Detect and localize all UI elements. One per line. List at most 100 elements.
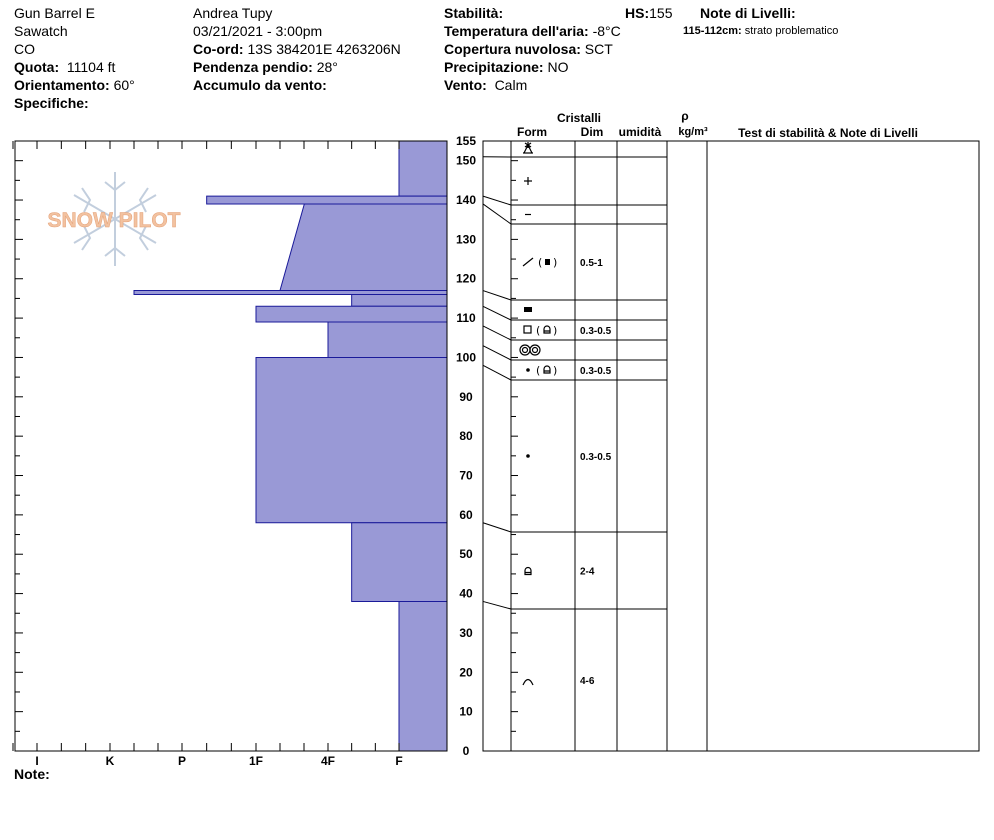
hardness-plot-frame: I K P 1F 4F F	[12, 140, 448, 768]
observer: Andrea Tupy	[193, 5, 273, 21]
crystal-form-9	[524, 566, 532, 576]
hardness-layer-1	[206, 195, 448, 205]
y-tick-label-120: 120	[456, 272, 476, 286]
range-name: Sawatch	[14, 23, 68, 39]
grain-size-7: 0.3-0.5	[580, 366, 612, 377]
size-header: Dim	[581, 125, 604, 139]
layer-connector-7	[482, 345, 512, 361]
wind-loading: Accumulo da vento:	[193, 77, 327, 93]
form-header: Form	[517, 125, 547, 139]
wind: Vento: Calm	[444, 77, 528, 93]
hardness-label-1F: 1F	[249, 754, 263, 768]
crystal-form-10	[522, 678, 534, 686]
moisture-header: umidità	[619, 125, 662, 139]
y-tick-label-80: 80	[459, 429, 473, 443]
grain-size-8: 0.3-0.5	[580, 452, 612, 463]
grain-size-5: 0.3-0.5	[580, 326, 612, 337]
specifics: Specifiche:	[14, 95, 89, 111]
svg-text:): )	[553, 324, 557, 337]
y-tick-label-90: 90	[459, 390, 473, 404]
table-border	[482, 140, 980, 752]
svg-text:): )	[553, 256, 557, 269]
hardness-layer-8	[351, 522, 448, 602]
crystal-table-frame: 0 10 20 30 40 50 60 70 80 90 100 110 120 130 140 150 155…	[456, 134, 980, 758]
y-tick-label-0: 0	[463, 744, 470, 758]
crystal-symbols: ()()()	[519, 142, 557, 686]
y-tick-label-10: 10	[459, 705, 473, 719]
hardness-layer-4	[351, 293, 448, 307]
hardness-layer-9	[398, 600, 448, 752]
svg-text:(: (	[536, 324, 540, 337]
svg-text:): )	[553, 364, 557, 377]
hardness-layer-2	[279, 203, 448, 292]
layer-connector-9	[482, 522, 512, 533]
y-tick-label-30: 30	[459, 626, 473, 640]
hardness-layer-7	[255, 356, 448, 524]
coordinates: Co-ord: 13S 384201E 4263206N	[193, 41, 401, 57]
slope: Pendenza pendio: 28°	[193, 59, 338, 75]
grain-size-9: 2-4	[580, 567, 595, 578]
crystal-form-3: ()	[522, 256, 557, 269]
y-tick-label-40: 40	[459, 587, 473, 601]
layer-connector-6	[482, 325, 512, 341]
crystal-form-7: ()	[526, 364, 557, 377]
svg-text:(: (	[536, 364, 540, 377]
air-temperature: Temperatura dell'aria: -8°C	[444, 23, 621, 39]
crystal-form-8	[526, 454, 530, 458]
notes-label: Note:	[14, 766, 50, 782]
snow-height: HS:155	[625, 5, 673, 21]
layer-connector-10	[482, 600, 512, 610]
y-tick-label-100: 100	[456, 350, 476, 364]
y-tick-label-60: 60	[459, 508, 473, 522]
y-tick-label-20: 20	[459, 665, 473, 679]
svg-text:(: (	[538, 256, 542, 269]
density-header: kg/m³	[678, 126, 708, 138]
snowpilot-watermark: SNOW PILOT	[47, 172, 181, 266]
crystal-form-6	[519, 344, 541, 356]
layer-connector-4	[482, 290, 512, 301]
crystal-form-4	[524, 307, 532, 312]
layer-connector-3	[482, 203, 512, 225]
state-name: CO	[14, 41, 35, 57]
rho-header: ρ	[681, 109, 688, 123]
hardness-label-P: P	[178, 754, 186, 768]
hardness-label-I: I	[35, 754, 38, 768]
y-tick-label-140: 140	[456, 193, 476, 207]
hardness-label-F: F	[395, 754, 402, 768]
cloud-cover: Copertura nuvolosa: SCT	[444, 41, 613, 57]
layer-connector-2	[482, 195, 512, 206]
y-tick-label-50: 50	[459, 547, 473, 561]
y-tick-label-130: 130	[456, 232, 476, 246]
layer-note: 115-112cm: strato problematico	[683, 25, 839, 37]
snowflake-icon	[73, 172, 157, 266]
hardness-label-K: K	[106, 754, 115, 768]
stability-notes-header: Test di stabilità & Note di Livelli	[738, 126, 918, 140]
hardness-layer-0	[398, 140, 448, 197]
precipitation: Precipitazione: NO	[444, 59, 569, 75]
hardness-layers	[133, 140, 448, 752]
crystals-header: Cristalli	[557, 111, 601, 125]
layer-connector-8	[482, 364, 512, 381]
layer-notes-title: Note di Livelli:	[700, 5, 796, 21]
y-tick-label-150: 150	[456, 154, 476, 168]
y-tick-label-110: 110	[456, 311, 476, 325]
aspect: Orientamento: 60°	[14, 77, 135, 93]
y-tick-label-70: 70	[459, 469, 473, 483]
datetime: 03/21/2021 - 3:00pm	[193, 23, 323, 39]
watermark-text: SNOW PILOT	[48, 209, 181, 232]
grain-size-10: 4-6	[580, 676, 595, 687]
elevation: Quota: 11104 ft	[14, 59, 116, 75]
stability: Stabilità:	[444, 5, 504, 21]
hardness-label-4F: 4F	[321, 754, 335, 768]
hardness-layer-5	[255, 305, 448, 323]
layer-connector-5	[482, 305, 512, 321]
crystal-form-5: ()	[523, 324, 557, 337]
grain-size-3: 0.5-1	[580, 258, 603, 269]
hardness-layer-3	[133, 290, 448, 295]
hardness-layer-6	[327, 321, 448, 358]
crystal-form-1	[524, 177, 532, 185]
location-name: Gun Barrel E	[14, 5, 95, 21]
crystal-form-0	[523, 142, 533, 154]
y-tick-label-155: 155	[456, 134, 476, 148]
